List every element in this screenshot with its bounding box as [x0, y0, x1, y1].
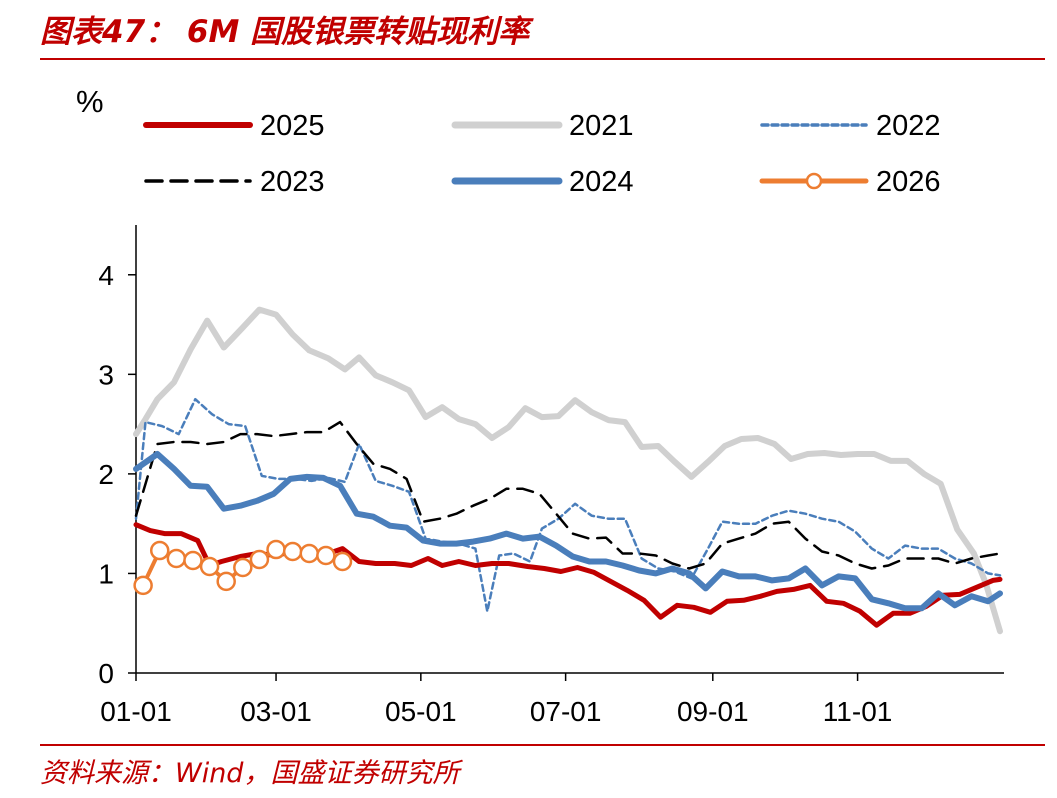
legend-label-2021: 2021	[569, 110, 634, 142]
source-note: 资料来源：Wind，国盛证券研究所	[40, 758, 460, 789]
legend-label-2022: 2022	[876, 110, 941, 142]
data-point-2026	[316, 545, 336, 566]
x-tick-label: 09-01	[677, 696, 749, 727]
data-point-2026	[149, 540, 170, 561]
data-point-2026	[332, 551, 353, 572]
x-tick-label: 05-01	[385, 696, 457, 727]
series-line-2022	[134, 397, 1002, 613]
series-line-2023	[134, 420, 1002, 570]
y-tick-label: 1	[98, 558, 114, 589]
legend: 2021 2022 2023 2024 2025 2026	[143, 110, 941, 198]
legend-marker-2026	[805, 172, 823, 190]
data-point-2026	[249, 549, 270, 570]
source-rule	[40, 744, 1045, 746]
data-point-2026	[133, 575, 153, 596]
y-tick-label: 4	[98, 260, 114, 291]
x-tick-label: 11-01	[823, 696, 893, 727]
series-group	[133, 306, 1003, 635]
x-tick-label: 01-01	[100, 696, 172, 727]
data-point-2026	[216, 571, 236, 592]
x-tick-label: 03-01	[240, 696, 312, 727]
data-point-2026	[233, 557, 253, 578]
legend-label-2026: 2026	[876, 166, 941, 198]
y-tick-label: 3	[98, 359, 114, 390]
data-point-2026	[282, 541, 303, 562]
chart-title: 图表47： 6M 国股银票转贴现利率	[40, 14, 530, 50]
y-tick-label: 2	[98, 459, 114, 490]
data-point-2026	[299, 543, 320, 564]
data-point-2026	[199, 556, 220, 577]
series-line-2025	[133, 522, 1003, 628]
y-tick-label: 0	[98, 658, 114, 689]
series-line-2021	[133, 306, 1003, 635]
y-axis-unit: %	[76, 84, 104, 119]
title-rule	[40, 58, 1045, 60]
data-point-2026	[266, 539, 286, 560]
data-point-2026	[183, 550, 203, 571]
legend-label-2024: 2024	[569, 166, 634, 198]
x-tick-label: 07-01	[530, 696, 602, 727]
series-line-2024	[133, 451, 1003, 612]
legend-label-2025: 2025	[260, 110, 325, 142]
legend-label-2023: 2023	[260, 166, 325, 198]
axes: 0 1 2 3 4 01-01 03-01 05-01 07-01 09-01 11-01	[98, 225, 1004, 727]
data-point-2026	[166, 548, 187, 569]
